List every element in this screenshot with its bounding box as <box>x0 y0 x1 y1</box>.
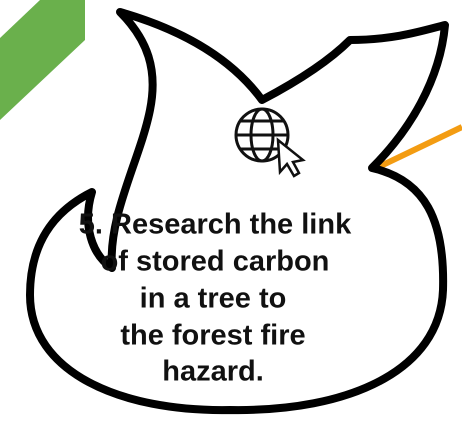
text-line: hazard. <box>162 356 264 388</box>
text-line: in a tree to <box>140 283 287 315</box>
text-line: of stored carbon <box>101 246 330 278</box>
green-shape <box>0 0 85 120</box>
text-line: the forest fire <box>120 320 305 352</box>
slide: 5. Research the link of stored carbon in… <box>0 0 462 421</box>
text-line: 5. Research the link <box>79 209 352 241</box>
